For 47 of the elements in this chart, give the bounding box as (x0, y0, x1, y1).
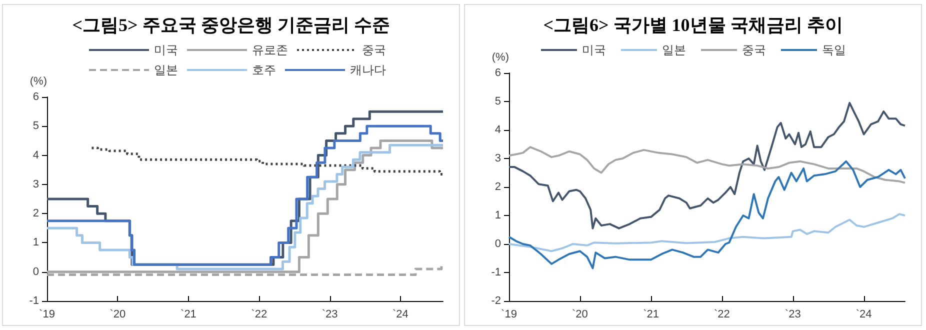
x-tick-label: `19 (39, 308, 55, 320)
x-tick-label: `21 (643, 308, 659, 320)
legend-label: 호주 (252, 63, 276, 77)
y-tick-label: 4 (32, 149, 39, 162)
x-tick-label: `20 (572, 308, 588, 320)
y-axis-title: (%) (492, 52, 509, 64)
legend-label: 중국 (742, 43, 766, 57)
x-tick-label: `23 (322, 308, 338, 320)
y-tick-label: 2 (32, 208, 39, 220)
legend-label: 일본 (154, 63, 178, 77)
y-tick-label: 5 (32, 120, 39, 132)
legend-label: 중국 (362, 43, 386, 57)
x-tick-label: `24 (856, 308, 872, 320)
y-tick-label: 5 (494, 96, 501, 108)
y-tick-label: 1 (32, 236, 39, 249)
y-tick-label: 4 (494, 124, 501, 136)
x-tick-label: `23 (784, 308, 801, 320)
line-series (508, 160, 906, 270)
legend-label: 미국 (154, 43, 178, 57)
y-tick-label: -2 (491, 295, 501, 307)
y-tick-label: 6 (32, 91, 39, 103)
legend-label: 미국 (582, 43, 606, 57)
chart-title: <그림6> 국가별 10년물 국채금리 추이 (543, 15, 843, 35)
y-tick-label: 2 (494, 181, 501, 193)
y-tick-label: 3 (494, 152, 501, 164)
x-tick-label: `22 (251, 308, 268, 320)
legend-label: 일본 (662, 43, 686, 57)
line-series (508, 102, 906, 230)
y-tick-label: 0 (32, 266, 39, 278)
chart-title: <그림5> 주요국 중앙은행 기준금리 수준 (72, 15, 390, 35)
y-tick-label: 6 (494, 67, 501, 79)
legend-label: 캐나다 (350, 63, 386, 77)
y-tick-label: -1 (491, 266, 501, 278)
y-axis-title: (%) (30, 76, 47, 88)
x-tick-label: `24 (392, 308, 408, 320)
y-tick-label: -1 (29, 295, 39, 307)
y-tick-label: 0 (494, 238, 501, 250)
y-tick-label: 3 (32, 178, 39, 190)
line-series (508, 213, 906, 252)
legend-label: 독일 (822, 43, 846, 57)
legend-label: 유로존 (252, 43, 288, 57)
y-tick-label: 1 (494, 210, 501, 222)
x-tick-label: `19 (501, 308, 517, 320)
x-tick-label: `22 (714, 308, 730, 320)
x-tick-label: `20 (110, 308, 126, 320)
line-series (508, 146, 906, 184)
x-tick-label: `21 (180, 308, 196, 320)
